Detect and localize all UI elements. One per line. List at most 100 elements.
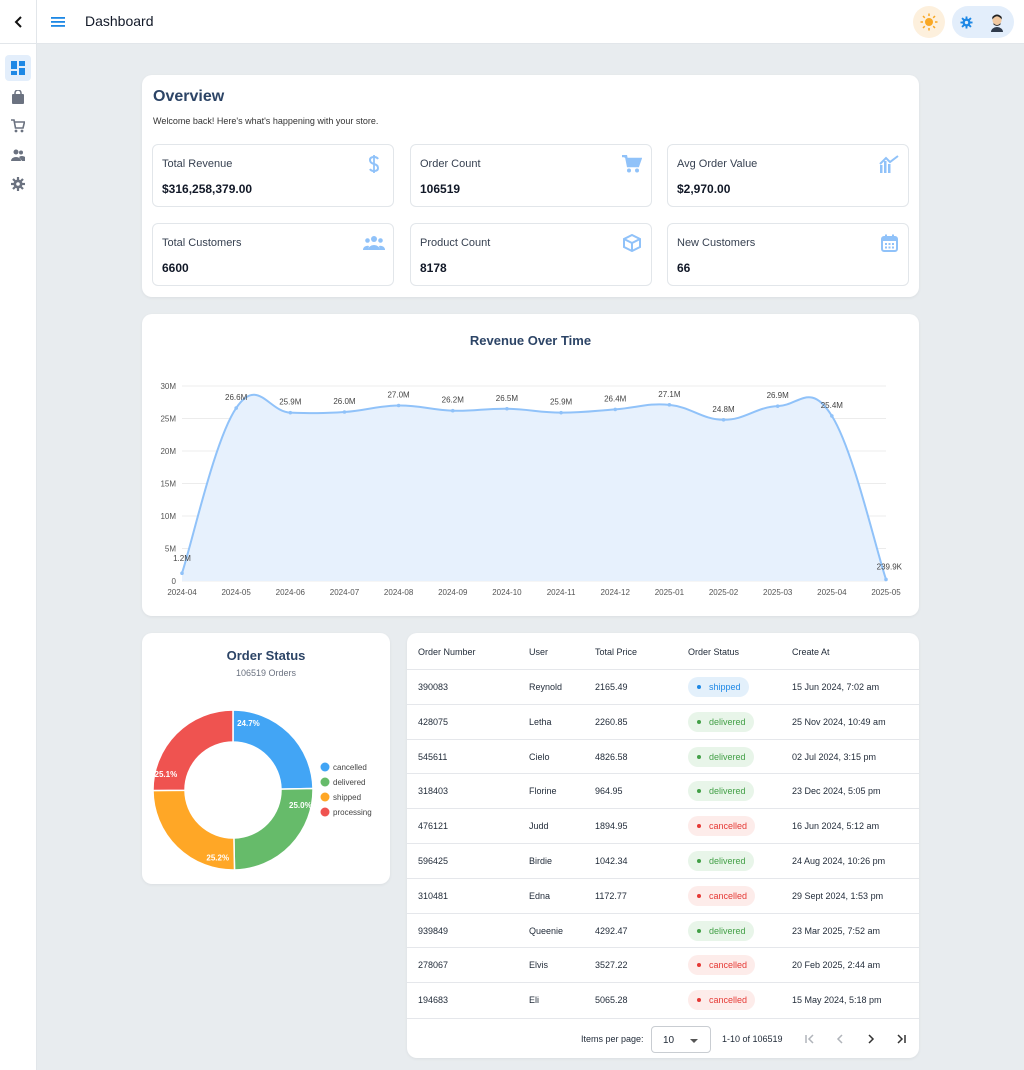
- theme-toggle-button[interactable]: [913, 6, 945, 38]
- stat-value: $316,258,379.00: [162, 182, 253, 196]
- data-label: 25.9M: [279, 398, 302, 407]
- create-at-cell: 23 Dec 2024, 5:05 pm: [792, 786, 881, 797]
- x-tick-label: 2024-11: [547, 588, 576, 597]
- data-point[interactable]: [288, 410, 293, 415]
- items-per-page-value: 10: [663, 1035, 675, 1046]
- side-rail: [0, 0, 37, 1070]
- nav-settings[interactable]: [5, 171, 31, 197]
- data-label: 26.4M: [604, 394, 627, 403]
- slice-processing[interactable]: [152, 709, 234, 792]
- first-page-icon: [805, 1034, 814, 1044]
- menu-button[interactable]: [47, 11, 69, 33]
- chevron-left-icon: [836, 1034, 843, 1044]
- data-point[interactable]: [234, 406, 238, 410]
- first-page-button[interactable]: [802, 1031, 818, 1047]
- table-row[interactable]: 596425 Birdie 1042.34 24 Aug 2024, 10:26 pm…: [407, 843, 919, 878]
- user-cell: Judd: [529, 821, 549, 832]
- data-point[interactable]: [613, 407, 618, 412]
- data-point[interactable]: [559, 410, 563, 415]
- nav-orders[interactable]: [5, 113, 31, 139]
- stat-value: 8178: [420, 261, 447, 275]
- items-per-page-label: Items per page:: [581, 1034, 644, 1044]
- nav-customers[interactable]: [5, 142, 31, 168]
- status-badge: cancelled: [688, 955, 756, 976]
- legend-label[interactable]: delivered: [333, 778, 365, 787]
- status-text: cancelled: [709, 995, 748, 1006]
- legend-label[interactable]: shipped: [333, 793, 361, 802]
- column-header[interactable]: Create At: [792, 647, 830, 657]
- items-per-page-select[interactable]: 10: [651, 1026, 711, 1053]
- next-page-button[interactable]: [863, 1031, 879, 1047]
- data-point[interactable]: [721, 418, 726, 422]
- stat-value: 6600: [162, 261, 189, 275]
- column-header[interactable]: Order Number: [418, 647, 476, 657]
- user-cell: Birdie: [529, 856, 553, 866]
- box-icon: [621, 232, 643, 254]
- stat-total-customers: Total Customers 6600: [152, 223, 394, 286]
- profile-menu[interactable]: [952, 6, 1014, 38]
- y-tick-label: 20M: [160, 447, 176, 456]
- column-header[interactable]: Order Status: [688, 647, 740, 657]
- column-header[interactable]: Total Price: [595, 647, 638, 657]
- data-label: 25.4M: [821, 401, 844, 410]
- data-point[interactable]: [667, 403, 672, 407]
- shopping-bag-icon: [12, 90, 24, 104]
- total-price-cell: 2260.85: [595, 716, 628, 727]
- data-point[interactable]: [884, 577, 888, 582]
- data-label: 26.9M: [767, 391, 790, 400]
- create-at-cell: 29 Sept 2024, 1:53 pm: [792, 890, 884, 901]
- table-row[interactable]: 278067 Elvis 3527.22 20 Feb 2025, 2:44 am ca…: [407, 947, 919, 982]
- status-text: cancelled: [709, 960, 748, 971]
- table-row[interactable]: 310481 Edna 1172.77 29 Sept 2024, 1:53 pm ca…: [407, 877, 919, 913]
- status-dot-icon: [697, 754, 701, 759]
- orders-table: Order Number User Total Price Order Stat…: [407, 633, 919, 1058]
- last-page-icon: [897, 1034, 906, 1044]
- data-point[interactable]: [505, 406, 509, 411]
- table-row[interactable]: 390083 Reynold 2165.49 15 Jun 2024, 7:02 am…: [407, 669, 919, 704]
- table-row[interactable]: 318403 Florine 964.95 23 Dec 2024, 5:05 pm d…: [407, 773, 919, 808]
- data-label: 27.1M: [658, 390, 681, 399]
- data-point[interactable]: [180, 571, 184, 575]
- status-dot-icon: [697, 719, 701, 724]
- table-row[interactable]: 428075 Letha 2260.85 25 Nov 2024, 10:49 am d…: [407, 703, 919, 739]
- nav-products[interactable]: [5, 84, 31, 110]
- status-dot-icon: [697, 928, 701, 933]
- y-tick-label: 25M: [160, 415, 176, 424]
- chart-title: Revenue Over Time: [469, 333, 592, 348]
- slice-label: 25.2%: [206, 853, 229, 862]
- legend-swatch: [320, 762, 330, 772]
- status-text: delivered: [709, 751, 746, 762]
- revenue-line: [181, 393, 887, 580]
- previous-page-button[interactable]: [832, 1031, 848, 1047]
- data-label: 26.0M: [333, 397, 356, 406]
- status-dot-icon: [697, 789, 701, 794]
- table-row[interactable]: 476121 Judd 1894.95 16 Jun 2024, 5:12 am can…: [407, 808, 919, 843]
- legend-label[interactable]: processing: [333, 808, 372, 817]
- slice-label: 25.0%: [289, 801, 312, 810]
- data-point[interactable]: [830, 414, 834, 418]
- status-badge: cancelled: [688, 885, 756, 906]
- table-row[interactable]: 939849 Queenie 4292.47 23 Mar 2025, 7:52 am…: [407, 912, 919, 948]
- collapse-button[interactable]: [0, 0, 37, 44]
- order-number-cell: 318403: [418, 786, 449, 797]
- create-at-cell: 16 Jun 2024, 5:12 am: [792, 821, 880, 832]
- status-dot-icon: [697, 859, 701, 863]
- legend-label[interactable]: cancelled: [333, 763, 367, 772]
- data-point[interactable]: [775, 404, 780, 408]
- create-at-cell: 15 Jun 2024, 7:02 am: [792, 682, 880, 692]
- nav-dashboard[interactable]: [5, 55, 31, 81]
- order-status-title: Order Status: [226, 648, 306, 663]
- create-at-cell: 24 Aug 2024, 10:26 pm: [792, 856, 886, 866]
- order-number-cell: 939849: [418, 925, 449, 936]
- table-row[interactable]: 545611 Cielo 4826.58 02 Jul 2024, 3:15 pm de…: [407, 738, 919, 774]
- x-tick-label: 2025-04: [817, 588, 847, 597]
- table-row[interactable]: 194683 Eli 5065.28 15 May 2024, 5:18 pm canc…: [407, 982, 919, 1017]
- data-label: 25.9M: [550, 398, 573, 407]
- data-point[interactable]: [396, 403, 401, 408]
- overview-title: Overview: [153, 88, 225, 105]
- last-page-button[interactable]: [893, 1031, 909, 1047]
- column-header[interactable]: User: [529, 647, 549, 657]
- data-point[interactable]: [342, 410, 347, 414]
- user-cell: Edna: [529, 890, 551, 901]
- data-point[interactable]: [450, 408, 455, 413]
